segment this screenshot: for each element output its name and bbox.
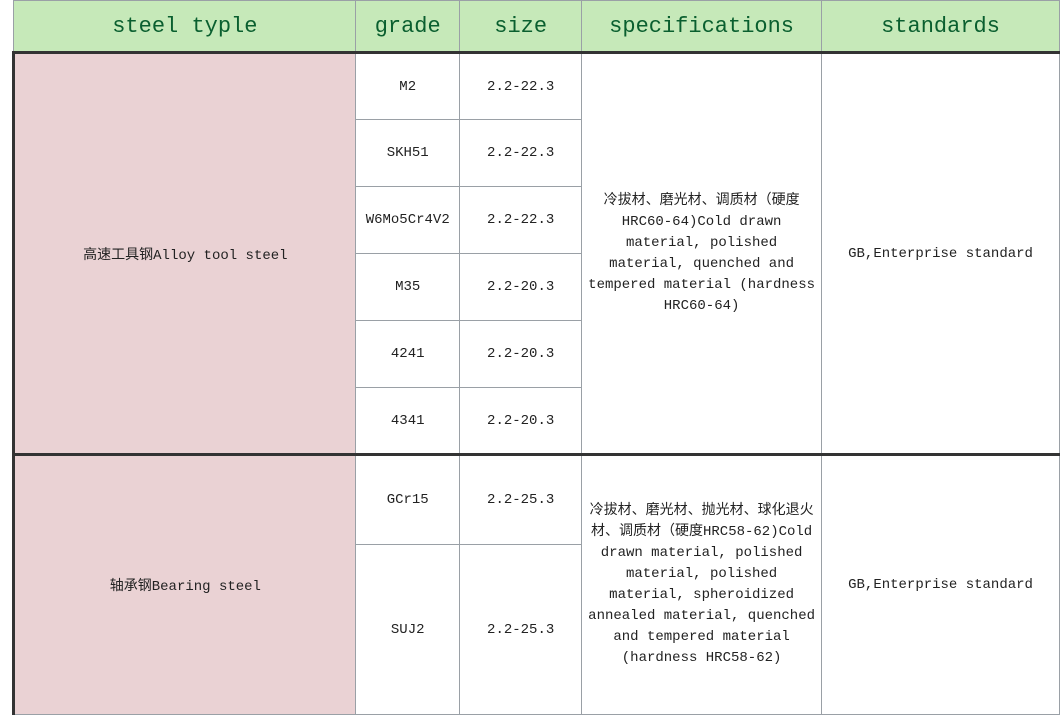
table-header-row: steel typle grade size specifications st… — [0, 1, 1060, 53]
gutter-cell — [0, 455, 14, 545]
type-cell: 高速工具钢Alloy tool steel — [14, 53, 356, 455]
size-cell: 2.2-25.3 — [460, 455, 582, 545]
col-header-std: standards — [822, 1, 1060, 53]
gutter-cell — [0, 254, 14, 321]
size-cell: 2.2-20.3 — [460, 321, 582, 388]
size-cell: 2.2-20.3 — [460, 388, 582, 455]
std-cell: GB,Enterprise standard — [822, 455, 1060, 715]
col-header-grade: grade — [356, 1, 460, 53]
grade-cell: 4241 — [356, 321, 460, 388]
size-cell: 2.2-22.3 — [460, 53, 582, 120]
col-header-type: steel typle — [14, 1, 356, 53]
gutter-cell — [0, 120, 14, 187]
col-header-size: size — [460, 1, 582, 53]
size-cell: 2.2-25.3 — [460, 545, 582, 715]
table-row: 轴承钢Bearing steel GCr15 2.2-25.3 冷拔材、磨光材、… — [0, 455, 1060, 545]
gutter-cell — [0, 1, 14, 53]
grade-cell: M2 — [356, 53, 460, 120]
size-cell: 2.2-22.3 — [460, 187, 582, 254]
grade-cell: W6Mo5Cr4V2 — [356, 187, 460, 254]
gutter-cell — [0, 187, 14, 254]
col-header-spec: specifications — [582, 1, 822, 53]
spec-cell: 冷拔材、磨光材、抛光材、球化退火材、调质材（硬度HRC58-62)Cold dr… — [582, 455, 822, 715]
size-cell: 2.2-20.3 — [460, 254, 582, 321]
table-row: 高速工具钢Alloy tool steel M2 2.2-22.3 冷拔材、磨光… — [0, 53, 1060, 120]
gutter-cell — [0, 53, 14, 120]
grade-cell: M35 — [356, 254, 460, 321]
grade-cell: GCr15 — [356, 455, 460, 545]
gutter-cell — [0, 545, 14, 715]
type-cell: 轴承钢Bearing steel — [14, 455, 356, 715]
gutter-cell — [0, 388, 14, 455]
steel-spec-table: steel typle grade size specifications st… — [0, 0, 1060, 715]
size-cell: 2.2-22.3 — [460, 120, 582, 187]
std-cell: GB,Enterprise standard — [822, 53, 1060, 455]
grade-cell: SKH51 — [356, 120, 460, 187]
spec-cell: 冷拔材、磨光材、调质材（硬度HRC60-64)Cold drawn materi… — [582, 53, 822, 455]
grade-cell: 4341 — [356, 388, 460, 455]
gutter-cell — [0, 321, 14, 388]
grade-cell: SUJ2 — [356, 545, 460, 715]
